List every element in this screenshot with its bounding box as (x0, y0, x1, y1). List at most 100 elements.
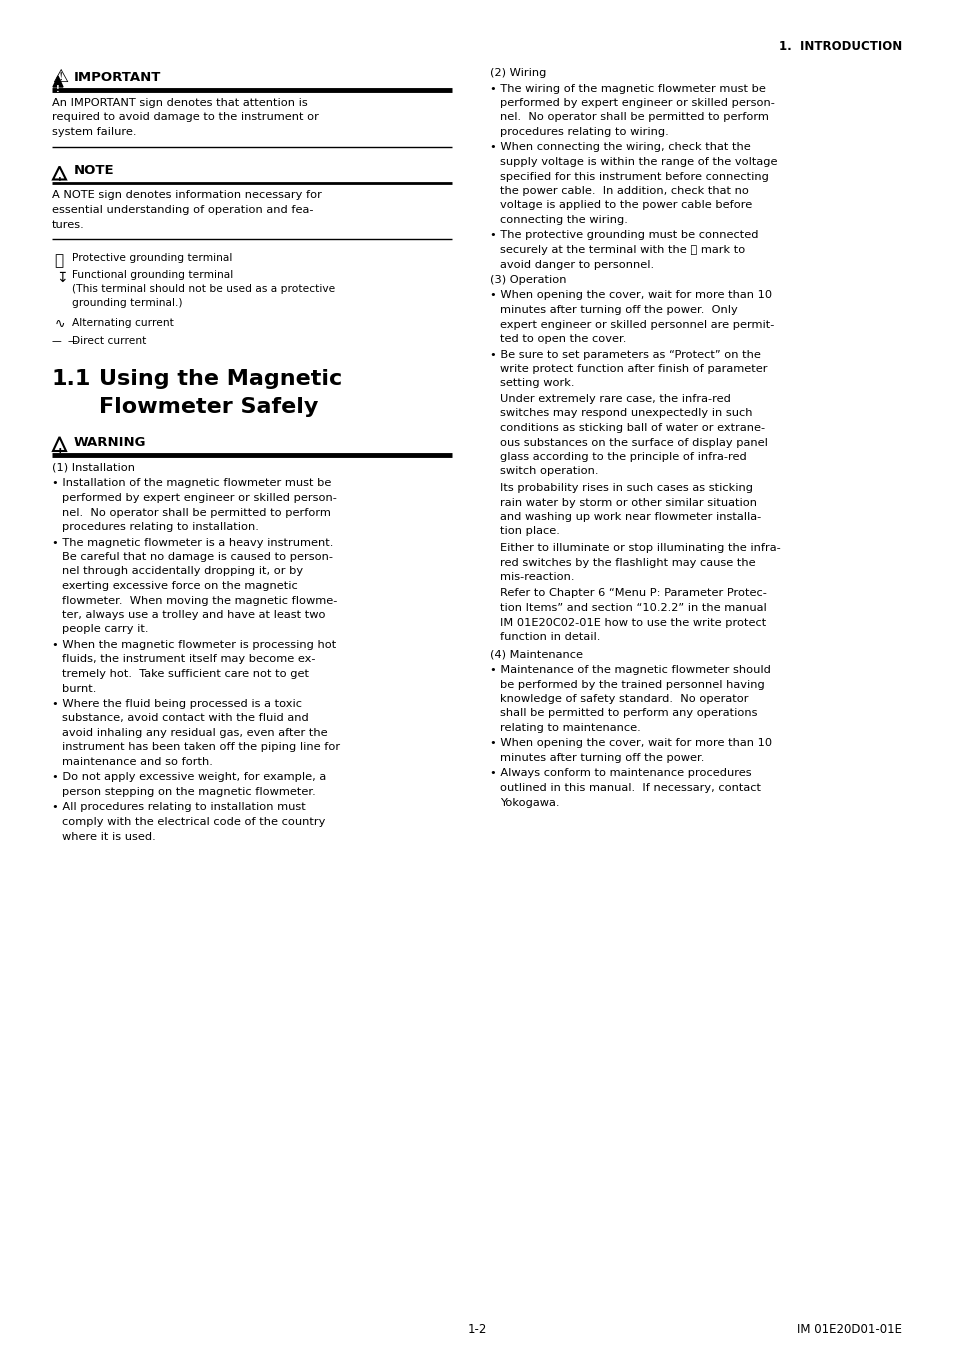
Text: Flowmeter Safely: Flowmeter Safely (99, 397, 318, 417)
Text: (1) Installation: (1) Installation (52, 463, 135, 473)
Text: • When connecting the wiring, check that the: • When connecting the wiring, check that… (490, 142, 750, 153)
Text: Its probability rises in such cases as sticking: Its probability rises in such cases as s… (499, 484, 752, 493)
Text: switches may respond unexpectedly in such: switches may respond unexpectedly in suc… (499, 408, 752, 419)
Text: (This terminal should not be used as a protective: (This terminal should not be used as a p… (71, 284, 335, 295)
Text: people carry it.: people carry it. (62, 624, 149, 635)
Text: specified for this instrument before connecting: specified for this instrument before con… (499, 172, 768, 181)
Text: be performed by the trained personnel having: be performed by the trained personnel ha… (499, 680, 764, 689)
Text: minutes after turning off the power.: minutes after turning off the power. (499, 753, 703, 763)
Text: A NOTE sign denotes information necessary for: A NOTE sign denotes information necessar… (52, 190, 321, 200)
Text: ter, always use a trolley and have at least two: ter, always use a trolley and have at le… (62, 611, 325, 620)
Text: 1.  INTRODUCTION: 1. INTRODUCTION (778, 41, 901, 53)
Text: • When opening the cover, wait for more than 10: • When opening the cover, wait for more … (490, 739, 771, 748)
Text: performed by expert engineer or skilled person-: performed by expert engineer or skilled … (62, 493, 336, 503)
Text: IMPORTANT: IMPORTANT (74, 72, 161, 84)
Polygon shape (53, 76, 63, 86)
Text: glass according to the principle of infra-red: glass according to the principle of infr… (499, 453, 746, 462)
Text: avoid inhaling any residual gas, even after the: avoid inhaling any residual gas, even af… (62, 728, 327, 738)
Text: tures.: tures. (52, 219, 85, 230)
Text: mis-reaction.: mis-reaction. (499, 571, 574, 582)
Text: switch operation.: switch operation. (499, 466, 598, 477)
Text: • Do not apply excessive weight, for example, a: • Do not apply excessive weight, for exa… (52, 773, 326, 782)
Text: maintenance and so forth.: maintenance and so forth. (62, 757, 213, 767)
Text: nel.  No operator shall be permitted to perform: nel. No operator shall be permitted to p… (499, 112, 768, 123)
Text: 1.1: 1.1 (52, 369, 91, 389)
Text: shall be permitted to perform any operations: shall be permitted to perform any operat… (499, 708, 757, 719)
Text: ∿: ∿ (55, 317, 66, 331)
Text: • The magnetic flowmeter is a heavy instrument.: • The magnetic flowmeter is a heavy inst… (52, 538, 333, 547)
Text: outlined in this manual.  If necessary, contact: outlined in this manual. If necessary, c… (499, 784, 760, 793)
Text: Functional grounding terminal: Functional grounding terminal (71, 270, 233, 281)
Text: Be careful that no damage is caused to person-: Be careful that no damage is caused to p… (62, 553, 333, 562)
Text: procedures relating to installation.: procedures relating to installation. (62, 521, 258, 532)
Text: flowmeter.  When moving the magnetic flowme-: flowmeter. When moving the magnetic flow… (62, 596, 337, 605)
Text: • Maintenance of the magnetic flowmeter should: • Maintenance of the magnetic flowmeter … (490, 665, 770, 676)
Text: minutes after turning off the power.  Only: minutes after turning off the power. Onl… (499, 305, 737, 315)
Text: and washing up work near flowmeter installa-: and washing up work near flowmeter insta… (499, 512, 760, 521)
Text: (4) Maintenance: (4) Maintenance (490, 650, 582, 659)
Text: nel.  No operator shall be permitted to perform: nel. No operator shall be permitted to p… (62, 508, 331, 517)
Text: • Where the fluid being processed is a toxic: • Where the fluid being processed is a t… (52, 698, 302, 709)
Text: knowledge of safety standard.  No operator: knowledge of safety standard. No operato… (499, 694, 748, 704)
Text: performed by expert engineer or skilled person-: performed by expert engineer or skilled … (499, 99, 774, 108)
Text: grounding terminal.): grounding terminal.) (71, 297, 182, 308)
Text: essential understanding of operation and fea-: essential understanding of operation and… (52, 205, 314, 215)
Text: • All procedures relating to installation must: • All procedures relating to installatio… (52, 802, 305, 812)
Text: setting work.: setting work. (499, 378, 574, 389)
Text: ⚠: ⚠ (52, 68, 68, 86)
Text: Direct current: Direct current (71, 336, 146, 346)
Text: relating to maintenance.: relating to maintenance. (499, 723, 640, 734)
Text: !: ! (56, 85, 60, 95)
Text: WARNING: WARNING (74, 436, 147, 449)
Text: substance, avoid contact with the fluid and: substance, avoid contact with the fluid … (62, 713, 309, 724)
Text: • Always conform to maintenance procedures: • Always conform to maintenance procedur… (490, 769, 751, 778)
Text: avoid danger to personnel.: avoid danger to personnel. (499, 259, 654, 269)
Text: Either to illuminate or stop illuminating the infra-: Either to illuminate or stop illuminatin… (499, 543, 780, 553)
Text: IM 01E20D01-01E: IM 01E20D01-01E (796, 1323, 901, 1336)
Text: function in detail.: function in detail. (499, 632, 599, 642)
Text: person stepping on the magnetic flowmeter.: person stepping on the magnetic flowmete… (62, 788, 315, 797)
Text: An IMPORTANT sign denotes that attention is: An IMPORTANT sign denotes that attention… (52, 99, 308, 108)
Text: 1-2: 1-2 (467, 1323, 486, 1336)
Text: rain water by storm or other similar situation: rain water by storm or other similar sit… (499, 497, 757, 508)
Text: ⏚: ⏚ (54, 253, 63, 267)
Text: exerting excessive force on the magnetic: exerting excessive force on the magnetic (62, 581, 297, 590)
Text: —  —: — — (52, 336, 77, 346)
Text: connecting the wiring.: connecting the wiring. (499, 215, 627, 226)
Text: tion Items” and section “10.2.2” in the manual: tion Items” and section “10.2.2” in the … (499, 603, 766, 613)
Text: Yokogawa.: Yokogawa. (499, 797, 558, 808)
Text: • The wiring of the magnetic flowmeter must be: • The wiring of the magnetic flowmeter m… (490, 84, 765, 93)
Text: • Be sure to set parameters as “Protect” on the: • Be sure to set parameters as “Protect”… (490, 350, 760, 359)
Text: • When the magnetic flowmeter is processing hot: • When the magnetic flowmeter is process… (52, 640, 335, 650)
Text: comply with the electrical code of the country: comply with the electrical code of the c… (62, 817, 325, 827)
Text: Protective grounding terminal: Protective grounding terminal (71, 253, 233, 263)
Text: Alternating current: Alternating current (71, 317, 173, 328)
Text: !: ! (57, 177, 61, 186)
Text: Using the Magnetic: Using the Magnetic (99, 369, 342, 389)
Text: Refer to Chapter 6 “Menu P: Parameter Protec-: Refer to Chapter 6 “Menu P: Parameter Pr… (499, 589, 766, 598)
Text: (2) Wiring: (2) Wiring (490, 68, 546, 78)
Text: ous substances on the surface of display panel: ous substances on the surface of display… (499, 438, 767, 447)
Text: where it is used.: where it is used. (62, 831, 155, 842)
Text: nel through accidentally dropping it, or by: nel through accidentally dropping it, or… (62, 566, 303, 577)
Text: (3) Operation: (3) Operation (490, 276, 566, 285)
Text: fluids, the instrument itself may become ex-: fluids, the instrument itself may become… (62, 654, 315, 665)
Text: IM 01E20C02-01E how to use the write protect: IM 01E20C02-01E how to use the write pro… (499, 617, 765, 627)
Text: expert engineer or skilled personnel are permit-: expert engineer or skilled personnel are… (499, 319, 774, 330)
Text: voltage is applied to the power cable before: voltage is applied to the power cable be… (499, 200, 752, 211)
Text: required to avoid damage to the instrument or: required to avoid damage to the instrume… (52, 112, 318, 123)
Text: NOTE: NOTE (74, 163, 114, 177)
Text: securely at the terminal with the ⏚ mark to: securely at the terminal with the ⏚ mark… (499, 245, 744, 255)
Text: • Installation of the magnetic flowmeter must be: • Installation of the magnetic flowmeter… (52, 478, 331, 489)
Text: write protect function after finish of parameter: write protect function after finish of p… (499, 363, 767, 374)
Text: supply voltage is within the range of the voltage: supply voltage is within the range of th… (499, 157, 777, 168)
Text: procedures relating to wiring.: procedures relating to wiring. (499, 127, 668, 136)
Text: the power cable.  In addition, check that no: the power cable. In addition, check that… (499, 186, 748, 196)
Text: ↧: ↧ (56, 270, 68, 285)
Text: !: ! (57, 449, 62, 458)
Text: red switches by the flashlight may cause the: red switches by the flashlight may cause… (499, 558, 755, 567)
Text: system failure.: system failure. (52, 127, 136, 136)
Text: tion place.: tion place. (499, 527, 559, 536)
Text: • When opening the cover, wait for more than 10: • When opening the cover, wait for more … (490, 290, 771, 300)
Text: burnt.: burnt. (62, 684, 96, 693)
